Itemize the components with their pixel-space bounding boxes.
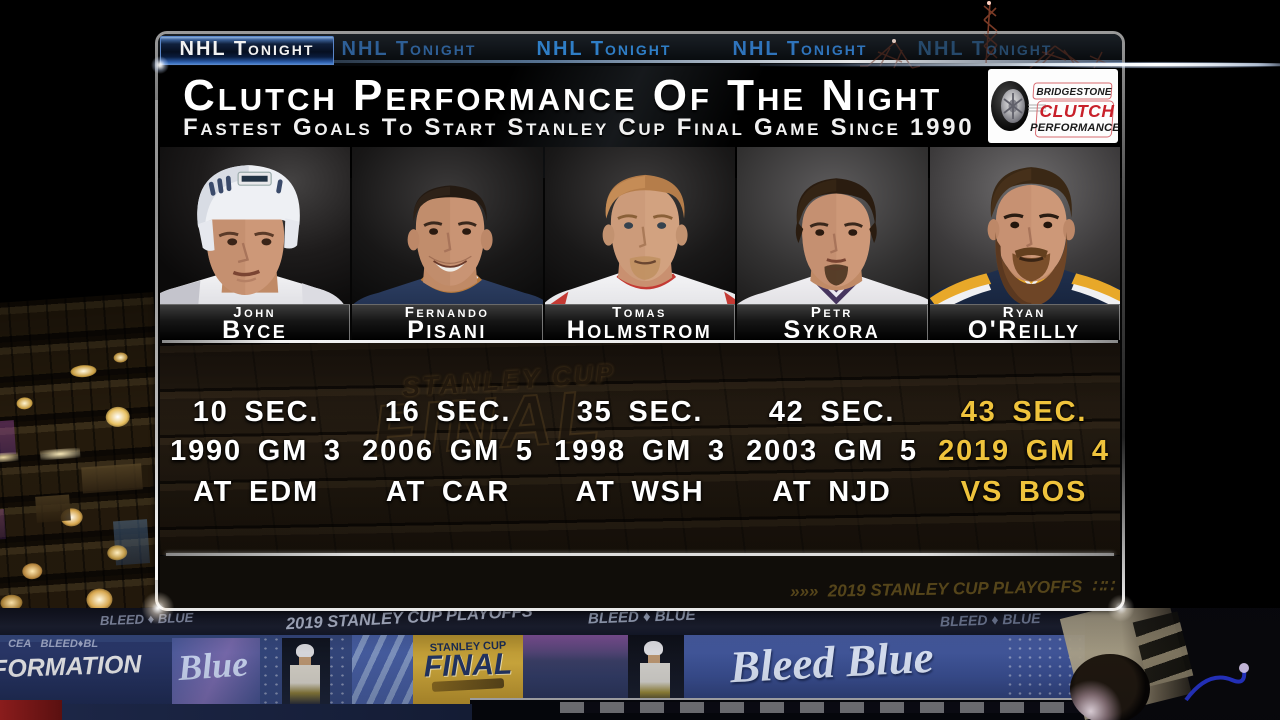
svg-text:CLUTCH: CLUTCH (1040, 101, 1115, 121)
svg-text:BRIDGESTONE: BRIDGESTONE (1036, 87, 1111, 98)
svg-text:PERFORMANCE: PERFORMANCE (1030, 122, 1118, 134)
